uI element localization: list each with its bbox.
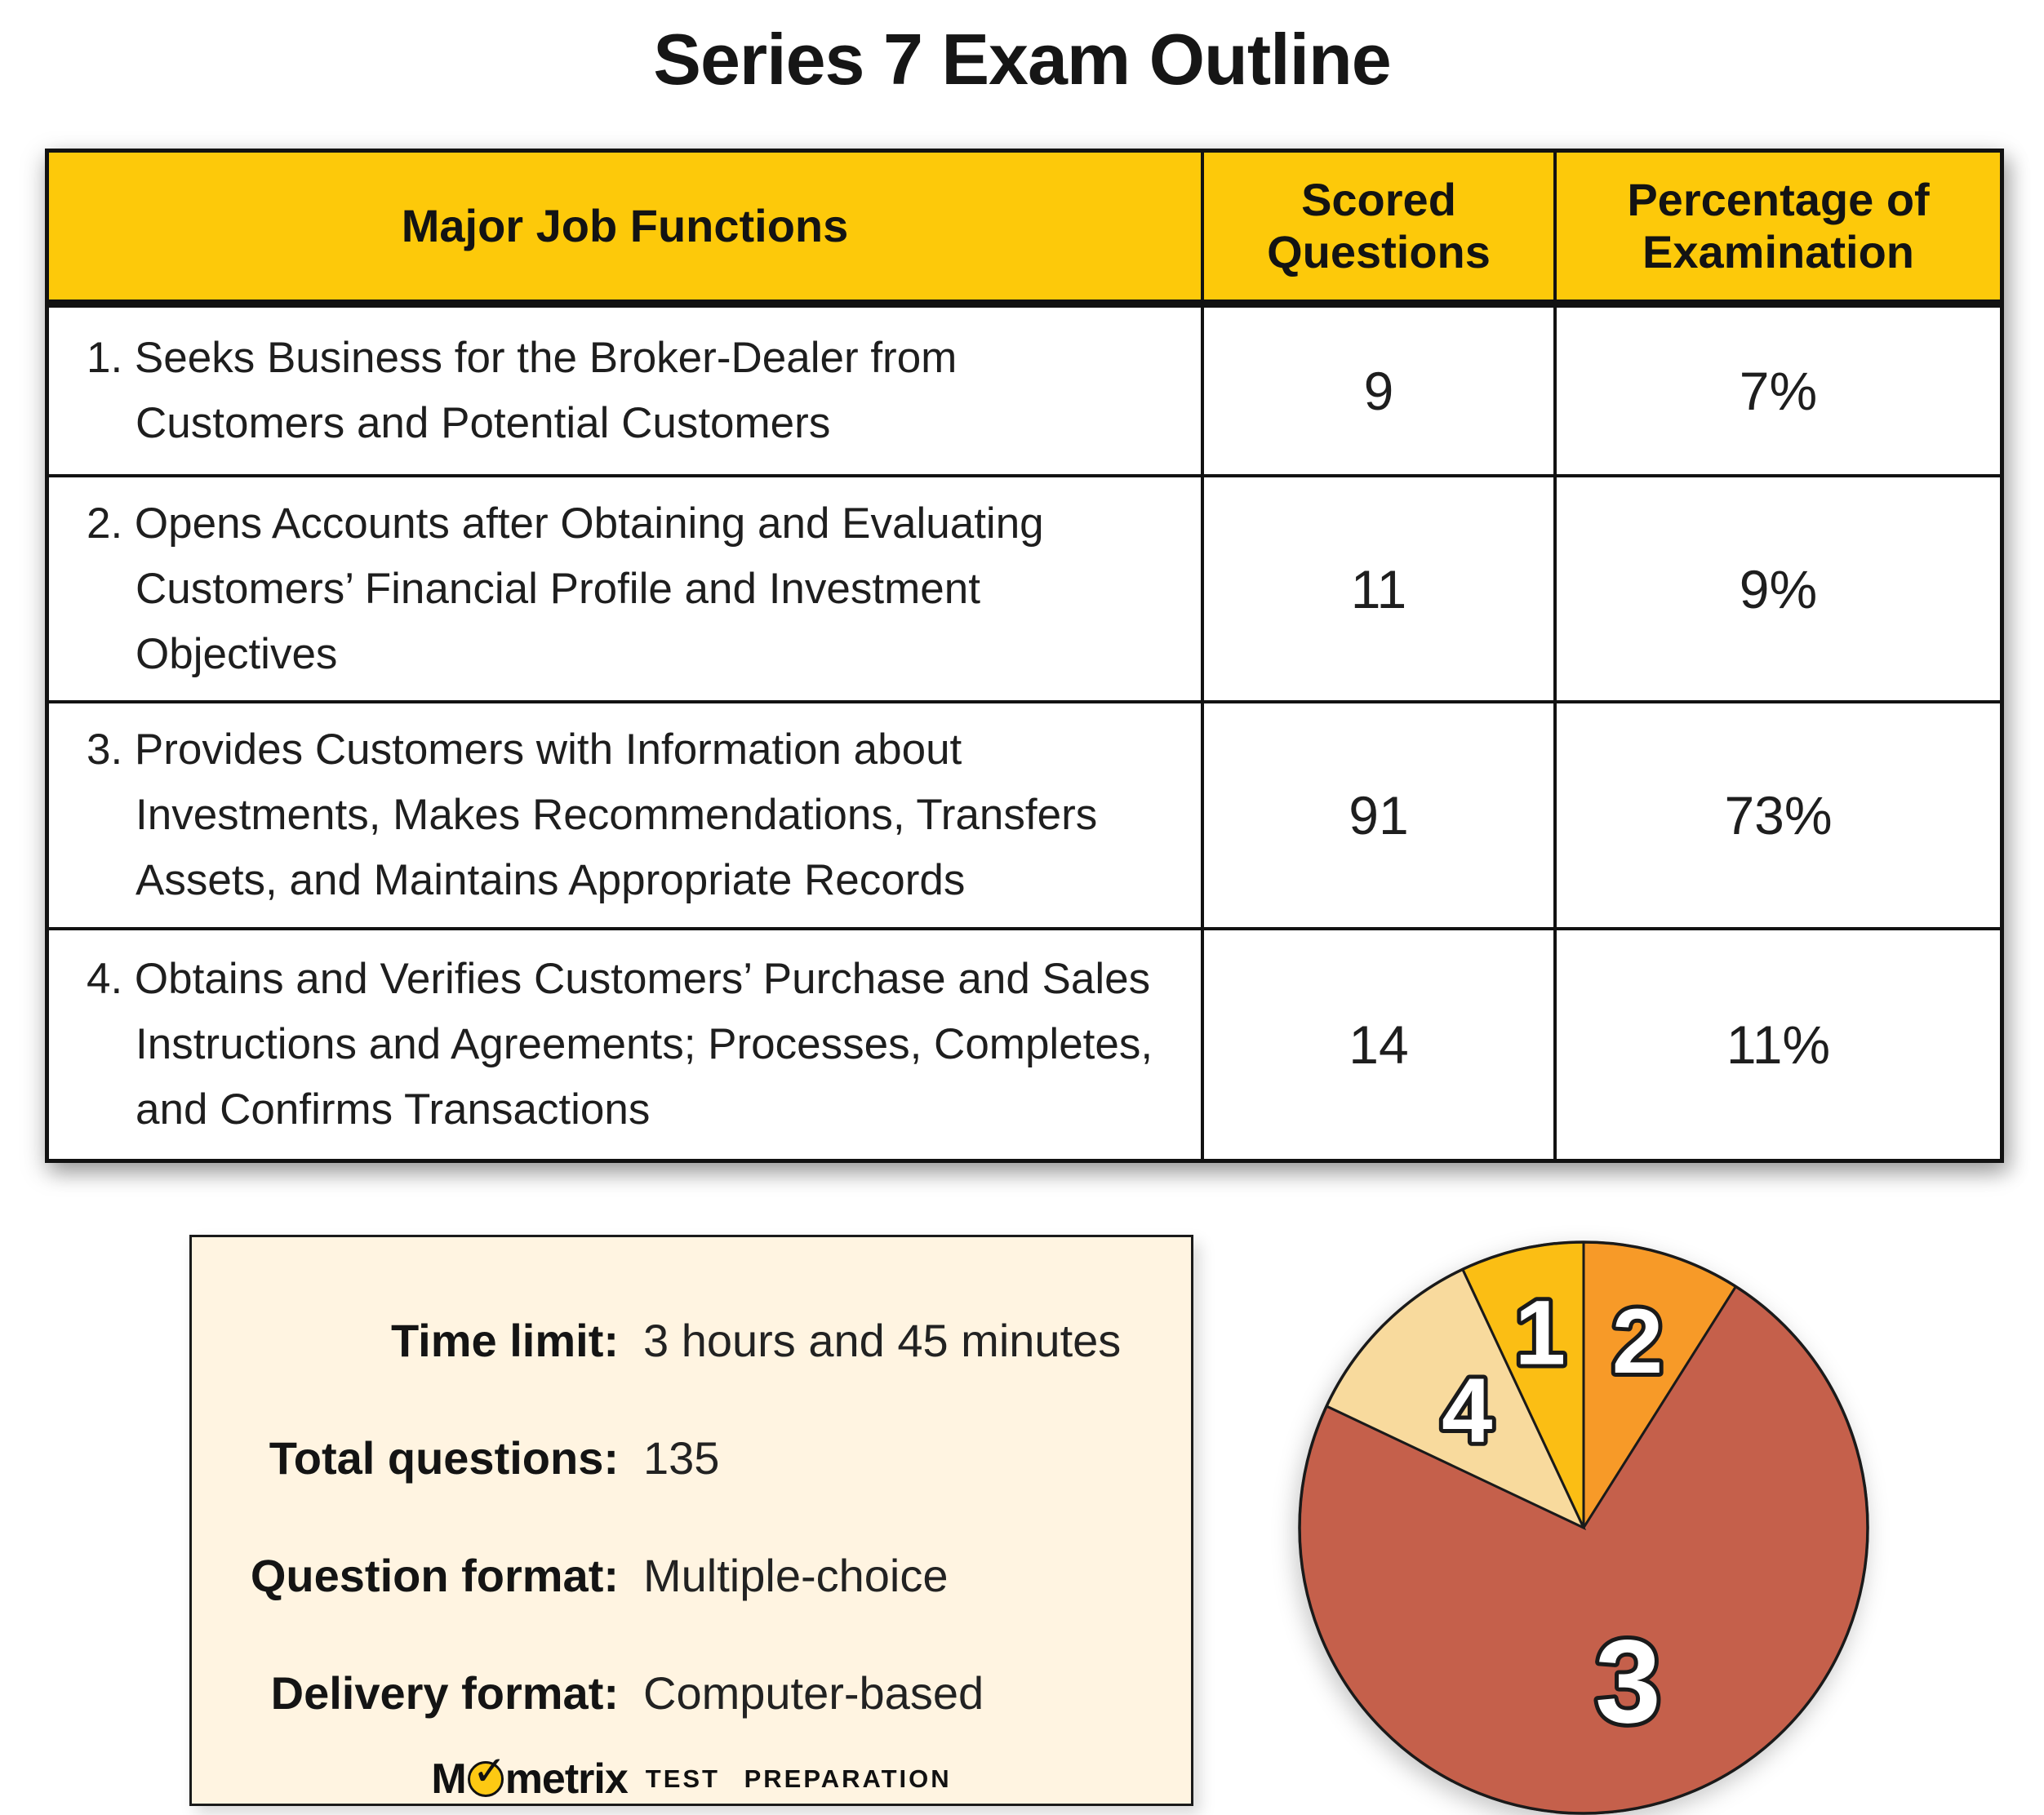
table-row-percentage: 9% bbox=[1557, 477, 2000, 703]
pie-outline bbox=[1298, 1240, 1869, 1815]
table-header-major-job-functions: Major Job Functions bbox=[49, 153, 1204, 308]
info-label: Question format: bbox=[250, 1549, 619, 1601]
logo-text-start: M bbox=[431, 1755, 466, 1803]
info-row: Delivery format: Computer-based bbox=[192, 1634, 1191, 1751]
info-value: Multiple-choice bbox=[643, 1549, 949, 1601]
job-function-text: 4. Obtains and Verifies Customers’ Purch… bbox=[87, 955, 1153, 1134]
logo-text-end: metrix bbox=[504, 1755, 629, 1803]
pie-chart: 2 3 41 bbox=[1298, 1240, 1869, 1815]
info-value: Computer-based bbox=[643, 1666, 984, 1719]
info-value: 135 bbox=[643, 1431, 720, 1484]
pie-slice-label-3: 3 bbox=[1595, 1615, 1661, 1747]
table-row-percentage: 7% bbox=[1557, 308, 2000, 477]
logo-tagline: TEST PREPARATION bbox=[645, 1764, 952, 1793]
info-row: Total questions: 135 bbox=[192, 1399, 1191, 1516]
table-row-function: 3. Provides Customers with Information a… bbox=[49, 703, 1204, 930]
info-label: Total questions: bbox=[269, 1431, 619, 1484]
page-title: Series 7 Exam Outline bbox=[653, 19, 1391, 100]
check-icon: ✓ bbox=[472, 1748, 507, 1794]
table-row-percentage: 73% bbox=[1557, 703, 2000, 930]
job-function-text: 3. Provides Customers with Information a… bbox=[87, 726, 1098, 904]
info-label: Time limit: bbox=[390, 1314, 619, 1366]
pie-slice-label-4: 4 bbox=[1442, 1360, 1492, 1462]
table-row-percentage: 11% bbox=[1557, 930, 2000, 1159]
info-value: 3 hours and 45 minutes bbox=[643, 1314, 1122, 1366]
header-label: Scored Questions bbox=[1267, 174, 1491, 277]
info-label: Delivery format: bbox=[270, 1666, 619, 1719]
info-row: Question format: Multiple-choice bbox=[192, 1516, 1191, 1634]
table-header-scored-questions: Scored Questions bbox=[1204, 153, 1557, 308]
logo-o-circle: ✓ bbox=[467, 1751, 507, 1797]
exam-info-box: Time limit: 3 hours and 45 minutes Total q… bbox=[189, 1235, 1193, 1806]
table-row-function: 1. Seeks Business for the Broker-Dealer … bbox=[49, 308, 1204, 477]
job-function-text: 2. Opens Accounts after Obtaining and Ev… bbox=[87, 499, 1044, 678]
info-row: Time limit: 3 hours and 45 minutes bbox=[192, 1281, 1191, 1399]
pie-slice-label-1: 1 bbox=[1515, 1281, 1566, 1383]
mometrix-logo: M ✓ metrix TEST PREPARATION bbox=[192, 1751, 1191, 1804]
table-row-function: 4. Obtains and Verifies Customers’ Purch… bbox=[49, 930, 1204, 1159]
table-row-function: 2. Opens Accounts after Obtaining and Ev… bbox=[49, 477, 1204, 703]
header-label: Major Job Functions bbox=[401, 200, 849, 251]
table-row-scored-questions: 9 bbox=[1204, 308, 1557, 477]
header-label: Percentage of Examination bbox=[1627, 174, 1930, 277]
table-row-scored-questions: 11 bbox=[1204, 477, 1557, 703]
exam-outline-table: Major Job Functions Scored Questions Per… bbox=[45, 149, 2004, 1163]
table-row-scored-questions: 91 bbox=[1204, 703, 1557, 930]
pie-slice-label-2: 2 bbox=[1612, 1290, 1663, 1392]
table-header-percentage-of-examination: Percentage of Examination bbox=[1557, 153, 2000, 308]
job-function-text: 1. Seeks Business for the Broker-Dealer … bbox=[87, 334, 958, 447]
table-row-scored-questions: 14 bbox=[1204, 930, 1557, 1159]
